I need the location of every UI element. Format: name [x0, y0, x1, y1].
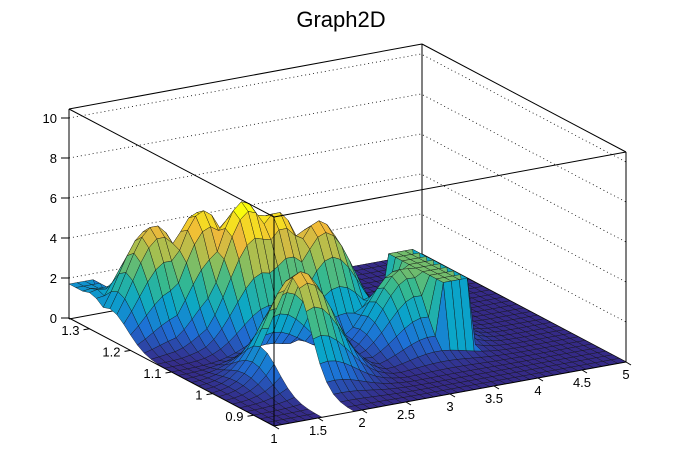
y-tick-label: 1.1	[143, 366, 161, 381]
x-tick	[449, 393, 456, 398]
x-tick-label: 1	[270, 431, 277, 446]
z-tick-label: 2	[50, 271, 57, 286]
y-tick	[83, 328, 90, 331]
z-gridline	[68, 133, 627, 243]
x-tick	[317, 417, 324, 422]
z-tick-label: 0	[50, 311, 57, 326]
x-tick-label: 5	[622, 367, 629, 382]
chart-title: Graph2D	[296, 7, 385, 32]
surface-mesh	[68, 201, 627, 427]
y-tick-label: 1.3	[61, 323, 79, 338]
z-tick-label: 10	[43, 111, 57, 126]
x-tick-label: 1.5	[309, 423, 327, 438]
z-gridline	[68, 213, 627, 323]
z-axis: 0 2 4 6 8 10	[43, 111, 69, 326]
z-gridlines	[68, 53, 627, 323]
x-tick	[273, 425, 280, 430]
x-tick-label: 4	[534, 383, 541, 398]
x-tick-label: 4.5	[573, 375, 591, 390]
x-tick	[405, 401, 412, 406]
z-gridline	[68, 93, 627, 203]
z-gridline	[68, 53, 627, 163]
z-gridline	[68, 173, 627, 283]
x-tick	[625, 361, 632, 366]
x-tick	[537, 377, 544, 382]
x-tick-label: 2.5	[397, 407, 415, 422]
x-axis: 1 1.5 2 2.5 3 3.5 4 4.5 5	[270, 361, 632, 446]
z-tick-label: 4	[50, 231, 57, 246]
x-tick-label: 3	[446, 399, 453, 414]
z-tick-label: 6	[50, 191, 57, 206]
x-tick	[493, 385, 500, 390]
y-tick-label: 1	[195, 388, 202, 403]
x-tick-label: 2	[358, 415, 365, 430]
y-tick	[124, 349, 131, 352]
axis-box-front	[68, 108, 627, 426]
z-tick-label: 8	[50, 151, 57, 166]
x-tick	[581, 369, 588, 374]
y-tick	[165, 371, 172, 374]
y-axis: 0.9 1 1.1 1.2 1.3	[61, 317, 275, 427]
x-tick-label: 3.5	[485, 391, 503, 406]
x-tick	[361, 409, 368, 414]
y-tick	[206, 393, 213, 396]
y-tick-label: 0.9	[225, 409, 243, 424]
y-tick-label: 1.2	[102, 344, 120, 359]
y-tick	[247, 414, 254, 417]
